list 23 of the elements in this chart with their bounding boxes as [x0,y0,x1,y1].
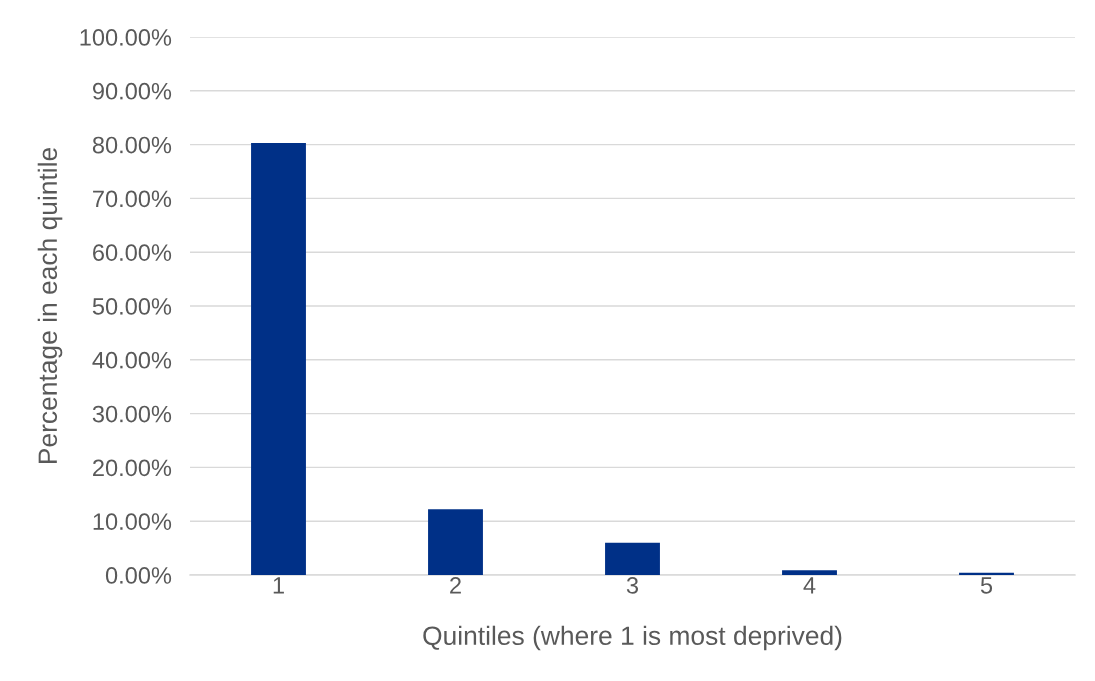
bar [605,542,660,575]
y-tick-label: 70.00% [93,190,172,208]
x-axis-title: Quintiles (where 1 is most deprived) [423,625,842,651]
x-tick-label: 4 [803,577,816,594]
y-tick-label: 60.00% [93,244,172,261]
x-tick-label: 3 [626,577,639,594]
x-tick-label: 1 [273,577,284,594]
y-tick-label: 10.00% [93,513,172,530]
bar [251,142,306,575]
y-tick-label: 20.00% [93,459,172,477]
bar [782,570,837,575]
x-tick-label: 2 [450,577,461,594]
y-tick-label: 50.00% [92,298,172,315]
x-tick-label: 5 [980,577,993,594]
bar [959,572,1014,575]
y-axis-title: Percentage in each quintile [37,147,63,463]
y-tick-label: 30.00% [92,405,172,423]
bar [428,509,483,575]
y-tick-label: 0.00% [105,567,172,584]
y-tick-label: 80.00% [92,136,172,154]
y-tick-label: 40.00% [92,351,172,369]
y-tick-label: 100.00% [80,29,172,46]
y-tick-label: 90.00% [92,82,172,100]
